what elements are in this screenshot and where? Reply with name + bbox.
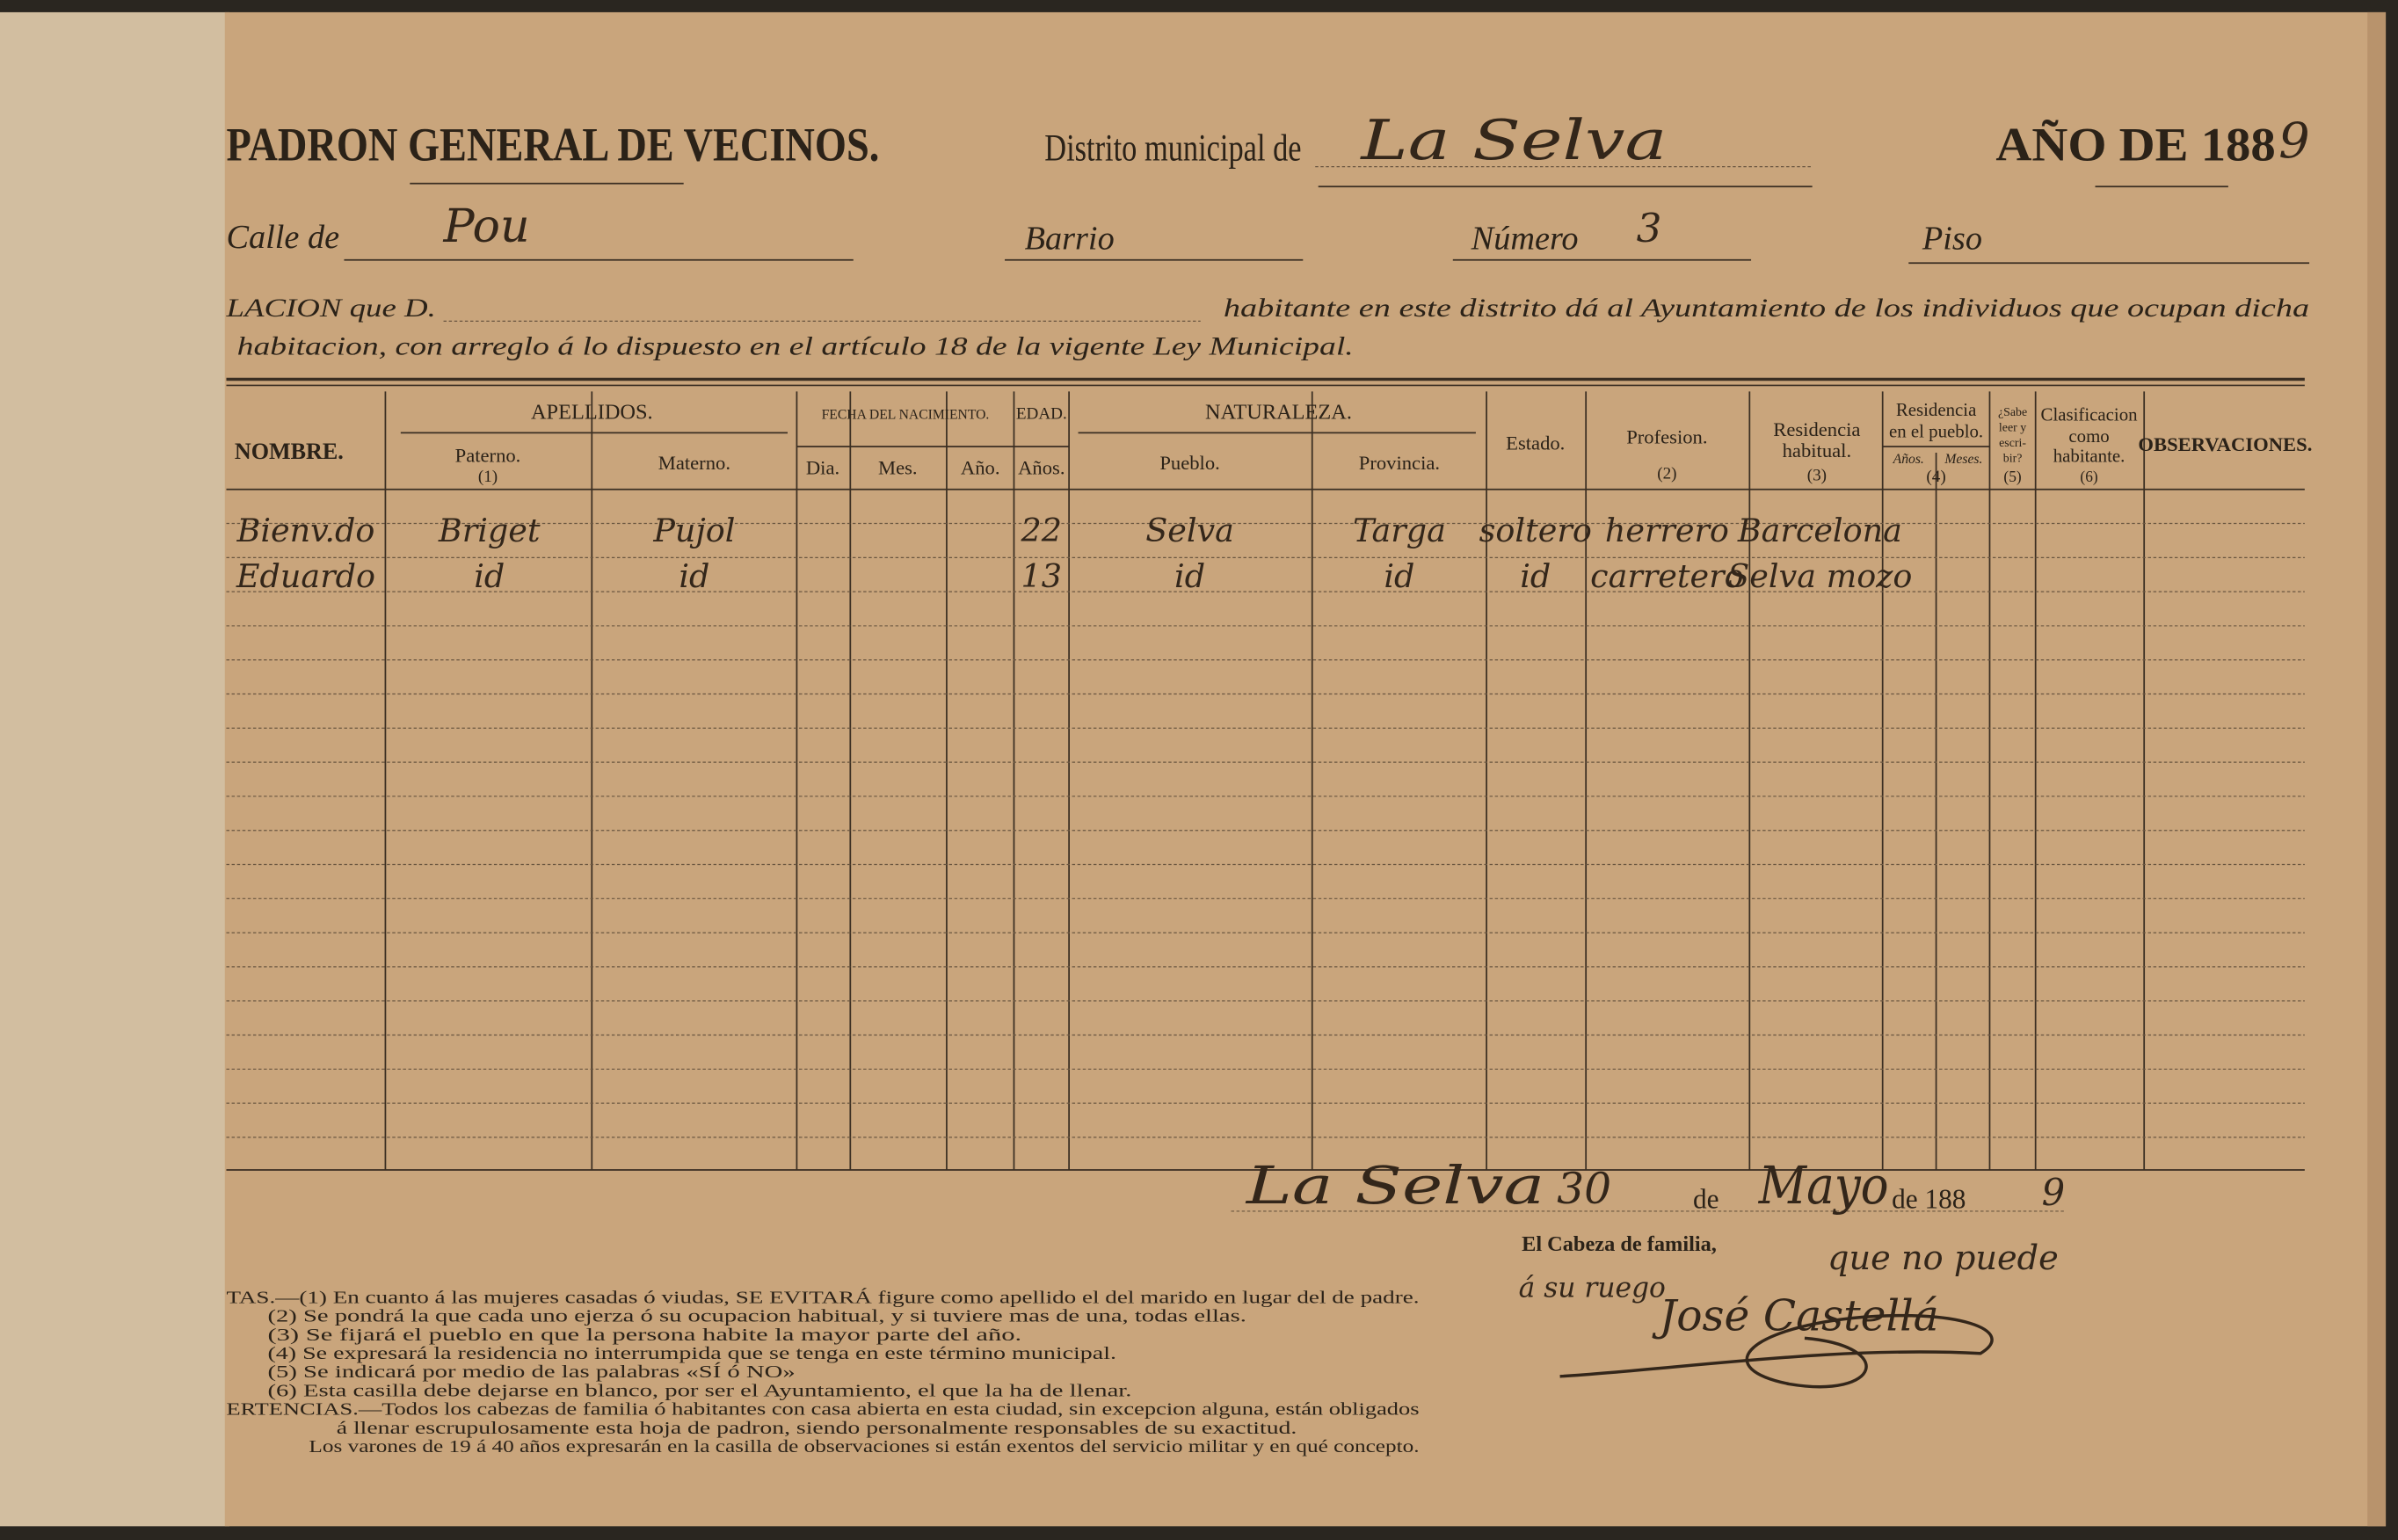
header: Meses. (1944, 452, 1982, 467)
paper (224, 11, 2387, 1527)
header: como (2068, 425, 2109, 447)
note-line: TAS.—(1) En cuanto á las mujeres casadas… (226, 1287, 1419, 1307)
year-label: AÑO DE 188 (1995, 119, 2275, 171)
header: ¿Sabe (1998, 406, 2027, 419)
notes: TAS.—(1) En cuanto á las mujeres casadas… (226, 1287, 1419, 1456)
district-label: Distrito municipal de (1044, 127, 1301, 170)
note-line: Los varones de 19 á 40 años expresarán e… (309, 1437, 1419, 1456)
cell: Barcelona (1737, 512, 1902, 549)
header: Mes. (878, 456, 918, 478)
year-digit: 9 (2278, 113, 2309, 170)
header: Materno. (658, 452, 730, 474)
header: bir? (2003, 452, 2023, 465)
header: NOMBRE. (235, 439, 344, 464)
cell: id (1520, 557, 1551, 595)
cell: carretero (1590, 557, 1743, 595)
header: escri- (1999, 437, 2026, 450)
header: Clasificacion (2041, 403, 2139, 425)
month: Mayo (1758, 1155, 1889, 1216)
header: Años. (1018, 456, 1065, 478)
cell: Selva (1145, 512, 1234, 549)
cell: Eduardo (236, 557, 375, 595)
place: La Selva (1246, 1155, 1545, 1216)
street-label: Calle de (226, 219, 339, 256)
signature-note: que no puede (1828, 1239, 2059, 1278)
header: (4) (1926, 468, 1945, 486)
year-digit: 9 (2042, 1171, 2066, 1214)
header: Paterno. (455, 444, 521, 466)
note-line: (5) Se indicará por medio de las palabra… (267, 1362, 795, 1382)
table-rows: Bienv.do Briget Pujol 22 Selva Targa soltero he… (236, 512, 1913, 595)
header: en el pueblo. (1889, 421, 1983, 442)
numero-label: Número (1471, 221, 1579, 258)
header: Años. (1893, 452, 1924, 467)
barrio-label: Barrio (1025, 221, 1115, 258)
relation-line2: habitacion, con arreglo á lo dispuesto e… (237, 333, 1354, 361)
header: habitual. (1783, 439, 1851, 461)
header: Residencia (1773, 418, 1860, 440)
header: (1) (478, 468, 498, 486)
de: de (1693, 1183, 1719, 1214)
cell: Briget (438, 512, 541, 549)
header: Estado. (1506, 432, 1565, 454)
cell: Bienv.do (236, 512, 375, 549)
note-line: ERTENCIAS.—Todos los cabezas de familia … (226, 1400, 1419, 1420)
cell: 22 (1021, 512, 1062, 549)
numero: 3 (1637, 205, 1662, 251)
header: habitante. (2053, 445, 2126, 466)
note-line: (2) Se pondrá la que cada uno ejerza ó s… (267, 1307, 1246, 1326)
header: Año. (961, 456, 1000, 478)
relation-end: habitante en este distrito dá al Ayuntam… (1224, 294, 2309, 323)
header: OBSERVACIONES. (2138, 433, 2312, 455)
header: Pueblo. (1159, 452, 1219, 474)
relation-start: LACION que D. (225, 294, 436, 323)
note-line: (6) Esta casilla debe dejarse en blanco,… (267, 1381, 1131, 1400)
de: de 188 (1892, 1183, 1966, 1214)
header: FECHA DEL NACIMIENTO. (822, 408, 990, 423)
cell: Selva mozo (1727, 557, 1912, 595)
signature-note: á su ruego (1519, 1272, 1666, 1304)
cell: Targa (1353, 512, 1446, 549)
cell: soltero (1479, 512, 1592, 549)
header: (3) (1807, 466, 1827, 484)
street: Pou (443, 200, 530, 253)
cell: Pujol (652, 512, 735, 549)
cell: id (1174, 557, 1205, 595)
cell: id (679, 557, 709, 595)
piso-label: Piso (1922, 221, 1982, 258)
cell: herrero (1605, 512, 1729, 549)
left-strip (0, 11, 229, 1527)
header: NATURALEZA. (1205, 401, 1352, 425)
header: Provincia. (1359, 452, 1440, 474)
header: APELLIDOS. (531, 401, 653, 425)
table-grid (226, 391, 2305, 1170)
header: Residencia (1896, 399, 1977, 420)
note-line: (3) Se fijará el pueblo en que la person… (267, 1326, 1021, 1345)
cell: id (474, 557, 505, 595)
cell: 13 (1021, 557, 1062, 595)
header: Dia. (806, 456, 839, 478)
signature-label: El Cabeza de familia, (1522, 1232, 1717, 1256)
header: (2) (1657, 465, 1676, 483)
note-line: (4) Se expresará la residencia no interr… (267, 1344, 1116, 1363)
district: La Selva (1360, 108, 1667, 172)
header: (6) (2080, 469, 2097, 485)
title: PADRON GENERAL DE VECINOS. (226, 119, 879, 171)
day: 30 (1557, 1165, 1611, 1214)
paper-edge (2367, 11, 2387, 1527)
note-line: á llenar escrupulosamente esta hoja de p… (337, 1419, 1297, 1438)
header: (5) (2003, 469, 2021, 485)
header: Profesion. (1626, 426, 1707, 448)
cell: id (1384, 557, 1414, 595)
header: leer y (1999, 422, 2026, 435)
header: EDAD. (1016, 405, 1067, 424)
signature-flourish (1559, 1313, 1994, 1389)
